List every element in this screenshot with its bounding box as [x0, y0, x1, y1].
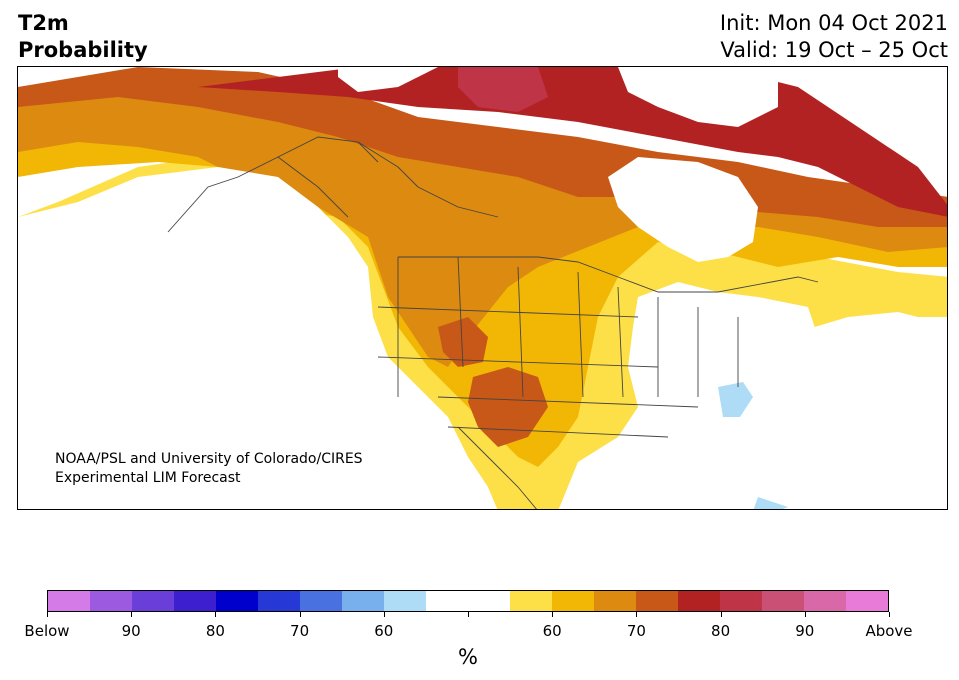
colorbar-tick [468, 612, 469, 617]
colorbar-segment [804, 591, 846, 611]
colorbar-tick [636, 612, 638, 617]
colorbar-tick-label: 90 [121, 622, 141, 640]
probability-colorbar [47, 590, 889, 612]
colorbar-tick-label: Above [865, 622, 913, 640]
init-date: Init: Mon 04 Oct 2021 [719, 11, 948, 35]
colorbar-segment [636, 591, 678, 611]
credit-line-1: NOAA/PSL and University of Colorado/CIRE… [55, 451, 363, 467]
colorbar-segment [720, 591, 762, 611]
colorbar-segment [174, 591, 216, 611]
colorbar-tick-label: 70 [626, 622, 646, 640]
colorbar-segment [90, 591, 132, 611]
colorbar-segment [510, 591, 552, 611]
band-above-80 [18, 72, 947, 367]
political-borders [167, 136, 819, 509]
colorbar-tick [552, 612, 554, 617]
colorbar-tick [299, 612, 301, 617]
colorbar-tick-label: 70 [290, 622, 310, 640]
colorbar-segment [468, 591, 510, 611]
band-below-60 [718, 382, 788, 509]
probability-map-svg [18, 67, 947, 509]
colorbar-segment [300, 591, 342, 611]
colorbar-tick [215, 612, 217, 617]
hudson-bay [608, 157, 758, 262]
colorbar-tick [804, 612, 806, 617]
colorbar-segment [762, 591, 804, 611]
forecast-dates: Init: Mon 04 Oct 2021 Valid: 19 Oct – 25… [720, 10, 948, 64]
colorbar-tick [47, 612, 48, 617]
title-line-1: T2m [18, 11, 69, 35]
colorbar-segment [48, 591, 90, 611]
ocean-atlantic [738, 327, 947, 509]
colorbar-segment [132, 591, 174, 611]
colorbar-unit: % [458, 645, 478, 669]
band-near-normal [628, 282, 818, 457]
colorbar-tick [720, 612, 722, 617]
colorbar-tick [131, 612, 133, 617]
colorbar-segment [594, 591, 636, 611]
valid-date: Valid: 19 Oct – 25 Oct [720, 38, 948, 62]
ocean-pacific [18, 167, 498, 509]
colorbar-segment [552, 591, 594, 611]
band-above-max [458, 67, 548, 112]
colorbar-segment [342, 591, 384, 611]
forecast-map [17, 66, 948, 510]
colorbar-segment [216, 591, 258, 611]
title-line-2: Probability [18, 38, 148, 62]
colorbar-tick-label: 80 [711, 622, 731, 640]
colorbar-tick [889, 612, 890, 617]
map-title: T2m Probability [18, 10, 148, 64]
colorbar-tick-label: 80 [205, 622, 225, 640]
colorbar-tick-label: Below [24, 622, 70, 640]
arctic-water [338, 67, 947, 127]
colorbar-tick-label: 60 [374, 622, 394, 640]
colorbar-tick [383, 612, 385, 617]
band-southwest-hot [438, 317, 548, 447]
colorbar-segment [846, 591, 888, 611]
map-credit: NOAA/PSL and University of Colorado/CIRE… [55, 450, 363, 488]
colorbar-tick-label: 90 [795, 622, 815, 640]
colorbar-tick-label: 60 [542, 622, 562, 640]
colorbar-segment [426, 591, 468, 611]
colorbar-segment [678, 591, 720, 611]
colorbar-segment [258, 591, 300, 611]
credit-line-2: Experimental LIM Forecast [55, 470, 241, 486]
colorbar-segment [384, 591, 426, 611]
